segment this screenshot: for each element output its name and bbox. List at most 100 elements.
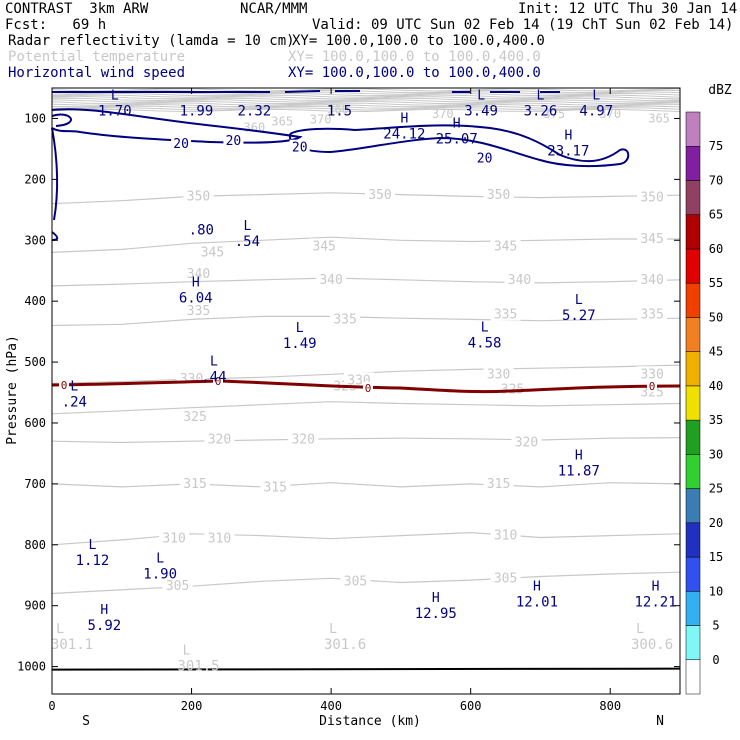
theta-label-bg: [490, 570, 521, 585]
theta-band-line: [51, 100, 681, 105]
wind-isotachs: 20 20 20 20: [51, 90, 630, 241]
colorbar-label: 30: [709, 447, 723, 461]
colorbar-label: 50: [709, 310, 723, 324]
theta-label-bg: [162, 578, 193, 593]
field2-xy: XY= 100.0,100.0 to 100.0,400.0: [288, 49, 541, 65]
zero-label-bg: [363, 382, 373, 394]
wind-extremum-value: .80: [189, 222, 214, 238]
theta-band-line: [51, 95, 681, 100]
wind-extremum-L: L: [575, 293, 583, 308]
wind-extremum-value: 12.95: [415, 606, 457, 622]
colorbar-swatch: [685, 282, 701, 318]
theta-label-330: 330: [640, 367, 663, 382]
wind-extremum-H: H: [432, 591, 440, 606]
wind-extremum-value: 24.12: [383, 127, 425, 143]
colorbar-label: 0: [712, 653, 719, 667]
colorbar-label: 65: [709, 208, 723, 222]
x-end-label-north: N: [656, 714, 664, 729]
x-axis-title: Distance (km): [319, 714, 421, 729]
zero-label-bg: [647, 380, 657, 392]
colorbar-label: 55: [709, 276, 723, 290]
theta-label-bg: [490, 238, 521, 253]
theta-label-bg: [197, 244, 228, 259]
colorbar-swatch: [685, 317, 701, 352]
isotach-label-20: 20: [477, 152, 493, 167]
colorbar-swatch: [685, 488, 701, 524]
theta-label-310: 310: [208, 532, 231, 547]
theta-label-345: 345: [201, 245, 224, 260]
wind-extremum-value: 23.17: [547, 144, 589, 160]
wind-extremum-value: 5.27: [562, 308, 596, 324]
wind-extremum-L: L: [156, 551, 164, 566]
wind-extremum-value: 4.58: [468, 336, 502, 352]
theta-band-line: [51, 88, 681, 92]
theta-band-line: [51, 97, 681, 102]
theta-label-340: 340: [187, 267, 210, 282]
colorbar-swatch: [685, 556, 701, 592]
colorbar-swatch: [685, 419, 701, 455]
header-line1-mid: NCAR/MMM: [240, 1, 308, 17]
wind-extremum-value: 5.92: [87, 618, 121, 634]
theta-label-320: 320: [208, 432, 231, 447]
theta-label-345: 345: [312, 239, 335, 254]
theta-label-305: 305: [494, 571, 517, 586]
wind-extremum-value: 3.49: [464, 103, 498, 119]
y-tick-label: 900: [24, 599, 46, 613]
theta-label-335: 335: [494, 308, 517, 323]
y-tick-label: 200: [24, 172, 46, 186]
x-tick-label: 800: [599, 699, 621, 713]
wind-extremum-H: H: [400, 112, 408, 127]
wind-extremum-L: L: [481, 321, 489, 336]
theta-label-340: 340: [319, 273, 342, 288]
theta-extremum-value: 301.1: [51, 637, 93, 653]
wind-extremum-value: 3.26: [524, 103, 558, 119]
theta-label-340: 340: [640, 273, 663, 288]
theta-label-320: 320: [291, 432, 314, 447]
theta-contour-320: [51, 437, 681, 444]
theta-band-label-370: 370: [310, 113, 332, 127]
wind-extremum-L: L: [243, 219, 251, 234]
wind-extremum-value: .24: [62, 395, 87, 411]
theta-label-bg: [316, 271, 347, 286]
theta-label-bg: [637, 231, 668, 246]
theta-label-330: 330: [180, 372, 203, 387]
y-tick-label: 300: [24, 233, 46, 247]
x-tick-label: 0: [48, 699, 55, 713]
wind-extremum-L: L: [89, 538, 97, 553]
theta-label-bg: [330, 311, 361, 326]
theta-label-bg: [637, 189, 668, 204]
zero-isotherm-line: [51, 379, 681, 394]
theta-band-line: [51, 92, 681, 97]
wind-extremum-L: L: [210, 355, 218, 370]
theta-label-315: 315: [487, 477, 510, 492]
wind-extremum-value: .54: [235, 234, 260, 250]
theta-label-325: 325: [640, 386, 663, 401]
theta-label-bg: [204, 431, 235, 446]
extrema-labels: L1.70 1.99 2.32 1.5L3.49L3.26L4.97H24.12H25…: [51, 88, 677, 674]
theta-label-bg: [340, 573, 371, 588]
theta-label-bg: [183, 265, 214, 280]
wind-extremum-L: L: [477, 88, 485, 103]
colorbar-label: 75: [709, 139, 723, 153]
theta-band-label-375: 375: [544, 107, 566, 121]
theta-contour-340: [51, 277, 681, 287]
colorbar-label: 35: [709, 413, 723, 427]
colorbar-swatch: [685, 145, 701, 181]
ground-line: [51, 667, 681, 671]
colorbar-label: 40: [709, 379, 723, 393]
zero-isotherm-label: 0: [215, 375, 222, 388]
theta-label-bg: [183, 302, 214, 317]
theta-contour-335: [51, 315, 681, 327]
theta-band-line: [51, 94, 681, 98]
theta-label-bg: [159, 530, 190, 545]
theta-label-320: 320: [515, 435, 538, 450]
header-line1-left: CONTRAST 3km ARW: [5, 1, 149, 17]
theta-extremum-L: L: [183, 644, 191, 659]
colorbar-label: 25: [709, 482, 723, 496]
theta-contour-325: [51, 401, 681, 415]
zero-isotherm-label: 0: [649, 380, 656, 393]
isotach-label-bg: [289, 139, 310, 154]
